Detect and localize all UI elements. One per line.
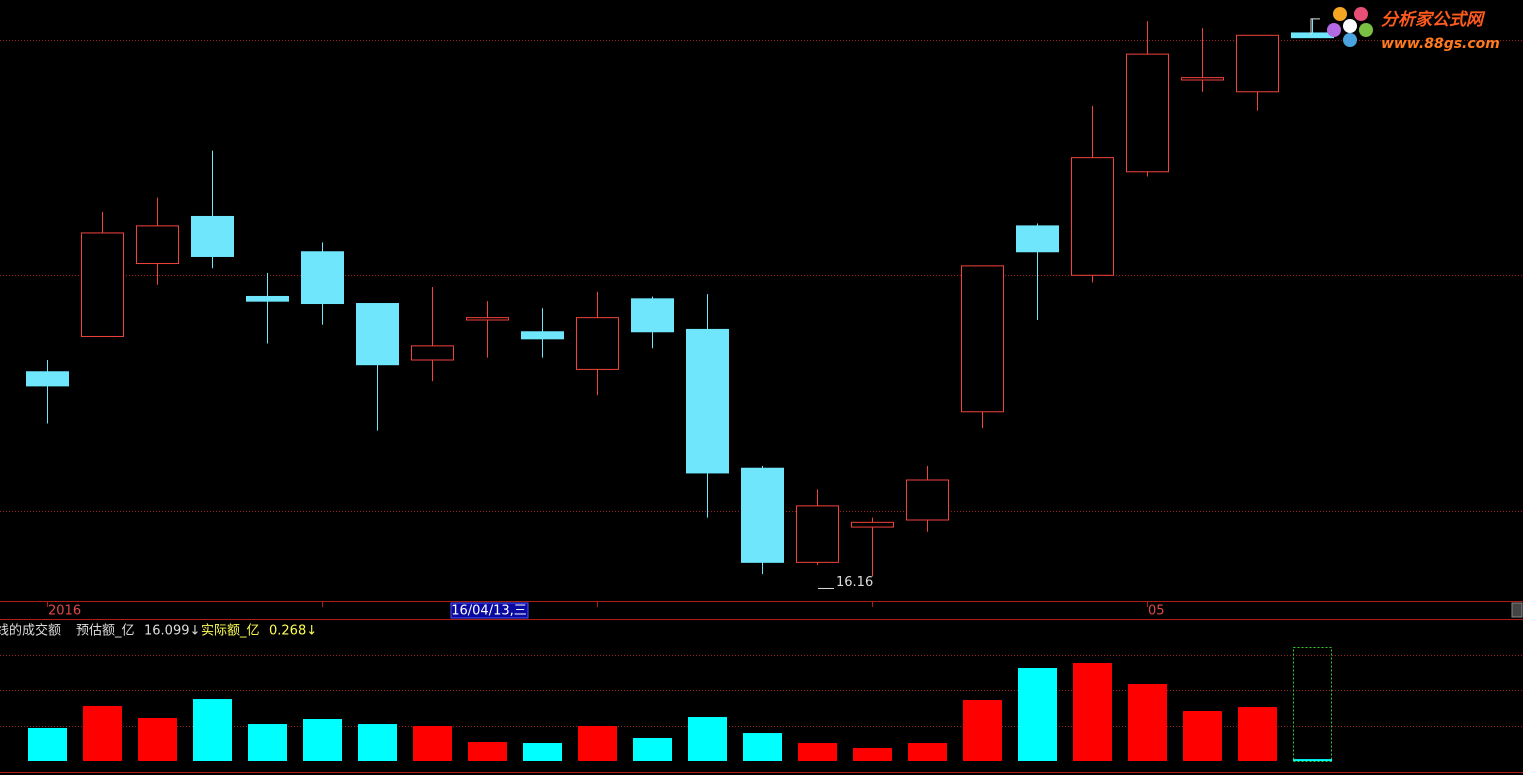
estimate-name: 预估额_亿: [76, 624, 135, 639]
volume-bar: [358, 724, 397, 761]
candle-body: [411, 345, 454, 361]
candle-body: [851, 521, 894, 528]
cursor-date-box: [450, 602, 529, 619]
candle-body: [796, 505, 839, 563]
volume-bar: [138, 718, 177, 761]
logo-title: 分析家公式网: [1381, 10, 1486, 30]
candle-body: [1126, 53, 1169, 173]
candle-body: [1291, 32, 1334, 39]
volume-bar: [908, 743, 947, 761]
high-marker: [1310, 18, 1320, 35]
volume-bar: [1128, 684, 1167, 761]
volume-bar: [523, 743, 562, 761]
estimate-value: 16.099↓: [144, 624, 200, 639]
date-label: 05: [1148, 604, 1165, 619]
candle-body: [191, 215, 234, 257]
candle-body: [686, 328, 729, 474]
date-label: 2016: [48, 604, 81, 619]
candle-body: [741, 467, 784, 563]
volume-bar: [193, 699, 232, 761]
candle-body: [521, 331, 564, 340]
volume-bar: [688, 717, 727, 761]
candle-body: [301, 251, 344, 305]
candle-body: [81, 232, 124, 337]
volume-bar: [963, 700, 1002, 761]
volume-bar: [853, 747, 892, 761]
volume-bar: [1073, 662, 1112, 761]
cursor-date-label: 16/04/13,三: [451, 604, 527, 619]
volume-bar: [83, 705, 122, 761]
candle-body: [136, 225, 179, 265]
volume-title: 线的成交额: [0, 623, 61, 639]
actual-value: 0.268↓: [269, 624, 317, 639]
volume-bar: [798, 743, 837, 761]
scroll-button[interactable]: [1511, 602, 1523, 618]
candle-body: [356, 303, 399, 366]
volume-bar: [248, 724, 287, 761]
volume-bar: [1018, 668, 1057, 761]
actual-name: 实际额_亿: [201, 624, 260, 639]
volume-bar: [303, 719, 342, 761]
volume-bar: [633, 737, 672, 761]
candle-body: [576, 317, 619, 370]
low-label: 16.16: [836, 575, 873, 590]
actual-bar: [1293, 759, 1332, 761]
candle-body: [961, 265, 1004, 413]
candle-body: [1016, 225, 1059, 253]
candle-body: [466, 317, 509, 321]
volume-bar: [1238, 707, 1277, 761]
candle-body: [906, 479, 949, 521]
logo: [1327, 7, 1373, 47]
logo-url: www.88gs.com: [1381, 36, 1500, 52]
candle-body: [1181, 77, 1224, 81]
volume-bar: [1183, 711, 1222, 761]
candle-body: [1236, 34, 1279, 93]
volume-bar: [468, 742, 507, 761]
volume-bar: [28, 727, 67, 761]
volume-bar: [743, 733, 782, 761]
candle-body: [246, 295, 289, 302]
candle-body: [26, 371, 69, 387]
candle-body: [631, 298, 674, 333]
volume-bar: [413, 726, 452, 761]
candle-body: [1071, 157, 1114, 276]
volume-bar: [578, 726, 617, 761]
